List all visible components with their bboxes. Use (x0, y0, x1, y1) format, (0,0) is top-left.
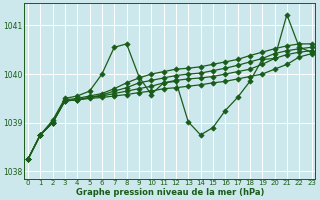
X-axis label: Graphe pression niveau de la mer (hPa): Graphe pression niveau de la mer (hPa) (76, 188, 264, 197)
